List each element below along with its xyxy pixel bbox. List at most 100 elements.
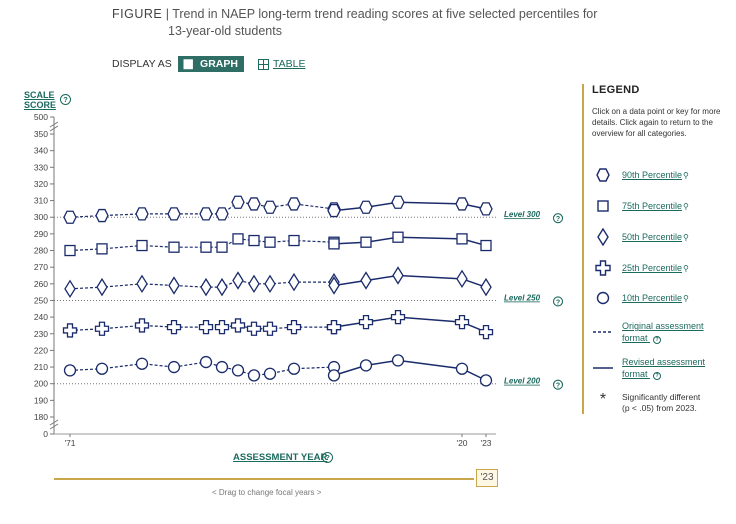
cross-icon [592,260,614,276]
point-square [456,233,468,245]
legend-item-50th[interactable]: 50th Percentile ⚲ [592,228,689,246]
original-help-icon[interactable]: ? [653,336,662,344]
legend-item-75th[interactable]: 75th Percentile ⚲ [592,199,689,213]
y-tick-label: 190 [34,395,48,405]
y-tick-label: 240 [34,312,48,322]
point-cross [454,314,470,330]
point-circle [231,364,245,377]
level-help-icon [552,379,564,390]
level-label: Level 300 [504,210,541,219]
level-label: Level 250 [504,293,541,302]
point-square [392,231,404,243]
point-circle [167,360,181,374]
y-tick-label: 200 [34,379,48,389]
bar-chart-icon: ▉▋ [183,59,195,69]
legend-item-10th[interactable]: 10th Percentile ⚲ [592,291,689,305]
point-diamond [288,272,300,292]
point-hexagon [63,210,77,224]
point-diamond [264,274,276,294]
point-hexagon [199,207,213,221]
y-tick-label: 0 [43,429,48,439]
y-axis-break-mark [49,125,59,132]
x-axis-title[interactable]: ASSESSMENT YEAR [233,452,328,463]
level-help-mark: ? [556,216,560,223]
x-axis-help-icon[interactable]: ? [322,452,333,463]
point-circle [199,355,213,369]
point-cross [286,319,302,335]
y-tick-label: 350 [34,129,48,139]
point-cross [262,321,278,336]
point-cross [326,319,342,335]
y-tick-label: 180 [34,412,48,422]
level-help-icon [552,296,564,307]
legend-label-10th: 10th Percentile [622,293,683,303]
point-circle [135,357,149,370]
y-tick-label: 310 [34,196,48,206]
legend-significance-note: * Significantly different (p < .05) from … [592,392,717,414]
hexagon-icon [592,168,614,182]
point-square [64,244,76,257]
original-line1: Original assessment [622,321,704,331]
timeline-track[interactable] [54,478,474,480]
magnifier-icon: ⚲ [683,201,689,211]
legend-label-50th: 50th Percentile [622,232,683,242]
point-hexagon [135,207,149,221]
x-tick-label: '23 [480,438,491,448]
point-cross [230,318,246,333]
legend-label-25th: 25th Percentile [622,263,683,273]
magnifier-icon: ⚲ [683,232,689,242]
point-hexagon [479,202,493,216]
point-square [248,234,260,247]
circle-icon [592,291,614,305]
legend-label-75th: 75th Percentile [622,201,683,211]
table-icon [257,58,269,70]
legend-label-original: Original assessment format ? [622,320,704,344]
y-axis-title-line2: SCORE [24,100,57,110]
magnifier-icon: ⚲ [683,263,689,273]
point-diamond [456,269,468,289]
focal-year-handle[interactable]: '23 [476,469,498,487]
point-diamond [200,277,212,297]
point-diamond [248,274,260,294]
point-diamond [328,276,340,295]
revised-help-icon[interactable]: ? [653,372,662,380]
legend-label-revised: Revised assessment format ? [622,356,705,380]
point-circle [215,360,229,374]
y-tick-label: 330 [34,162,48,172]
level-help-mark: ? [556,383,560,390]
graph-button-label: GRAPH [200,58,238,70]
point-square [200,241,212,253]
y-axis-break-mark [49,419,59,426]
point-hexagon [263,200,277,214]
figure-title-line1: Trend in NAEP long-term trend reading sc… [172,7,598,21]
solid-line-icon [592,365,614,371]
diamond-icon [592,228,614,246]
y-tick-label: 300 [34,212,48,222]
point-square [480,239,492,252]
point-circle [95,362,109,375]
point-diamond [64,279,76,299]
point-cross [478,324,494,340]
legend-item-90th[interactable]: 90th Percentile ⚲ [592,168,689,182]
legend-item-25th[interactable]: 25th Percentile ⚲ [592,260,689,276]
point-cross [246,321,262,336]
figure-title: FIGURE | Trend in NAEP long-term trend r… [112,6,612,40]
figure-lead: FIGURE [112,7,163,21]
y-tick-label: 280 [34,246,48,256]
sig-line1: Significantly different [622,392,701,402]
point-square [136,239,148,252]
y-tick-label: 340 [34,146,48,156]
point-hexagon [455,197,469,211]
drag-hint: < Drag to change focal years > [212,488,322,497]
y-axis-help-icon[interactable]: ? [60,94,71,105]
y-tick-label: 250 [34,295,48,305]
y-tick-label: 210 [34,362,48,372]
point-circle [63,364,77,377]
graph-button[interactable]: ▉▋ GRAPH [177,56,244,72]
y-axis-title[interactable]: SCALE SCORE [24,90,56,110]
legend-item-original-format[interactable]: Original assessment format ? [592,320,704,344]
x-tick-label: '20 [456,438,467,448]
legend-item-revised-format[interactable]: Revised assessment format ? [592,356,705,380]
table-button[interactable]: TABLE [257,58,305,70]
